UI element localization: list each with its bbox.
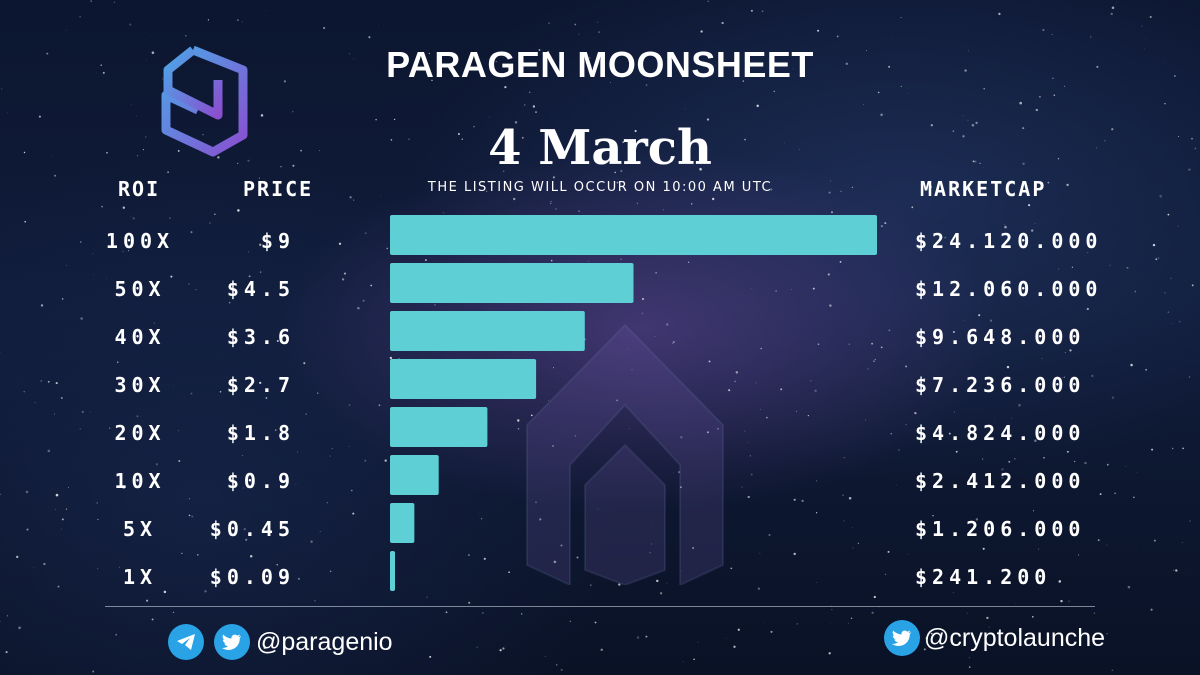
paragen-handle[interactable]: @paragenio (256, 628, 393, 656)
price-cell: $2.7 (226, 373, 295, 397)
marketcap-cell: $24.120.000 (915, 229, 1103, 253)
paragen-logo-icon (161, 45, 248, 157)
roi-cell: 20X (114, 421, 166, 445)
roi-cell: 1X (122, 565, 158, 589)
roi-cell: 10X (114, 469, 166, 493)
roi-bar-20x (390, 407, 488, 447)
marketcap-cell: $4.824.000 (915, 421, 1086, 445)
price-cell: $9 (260, 229, 295, 253)
listing-time-note: THE LISTING WILL OCCUR ON 10:00 AM UTC (427, 180, 773, 195)
price-cell: $1.8 (226, 421, 295, 445)
roi-bar-5x (390, 503, 415, 543)
marketcap-cell: $241.200 (915, 565, 1052, 589)
roi-bar-1x (390, 551, 395, 591)
price-cell: $4.5 (226, 277, 295, 301)
marketcap-column-header: MARKETCAP (920, 177, 1047, 201)
cryptolaunch-handle[interactable]: @cryptolaunche (924, 624, 1106, 652)
roi-bar-40x (390, 311, 585, 351)
footer-divider (105, 606, 1095, 607)
twitter-icon[interactable] (884, 620, 920, 656)
roi-bar-50x (390, 263, 634, 303)
price-column-header: PRICE (243, 177, 314, 201)
price-cell: $3.6 (226, 325, 295, 349)
roi-cell: 100X (105, 229, 175, 253)
price-cell: $0.09 (209, 565, 295, 589)
price-cell: $0.9 (226, 469, 295, 493)
roi-bar-100x (390, 215, 877, 255)
roi-cell: 5X (122, 517, 158, 541)
price-cell: $0.45 (209, 517, 295, 541)
background-watermark-icon (526, 323, 724, 585)
page-title: PARAGEN MOONSHEET (386, 44, 814, 85)
marketcap-cell: $7.236.000 (915, 373, 1086, 397)
telegram-icon[interactable] (168, 624, 204, 660)
roi-bar-30x (390, 359, 537, 399)
roi-bar-10x (390, 455, 439, 495)
listing-date: 4 March (488, 120, 712, 176)
marketcap-cell: $2.412.000 (915, 469, 1086, 493)
marketcap-cell: $12.060.000 (915, 277, 1103, 301)
roi-bar-chart (390, 215, 877, 591)
roi-cell: 30X (114, 373, 166, 397)
roi-cell: 50X (114, 277, 166, 301)
marketcap-cell: $1.206.000 (915, 517, 1086, 541)
twitter-icon[interactable] (214, 624, 250, 660)
marketcap-cell: $9.648.000 (915, 325, 1086, 349)
roi-cell: 40X (114, 325, 166, 349)
roi-column-header: ROI (118, 177, 161, 201)
